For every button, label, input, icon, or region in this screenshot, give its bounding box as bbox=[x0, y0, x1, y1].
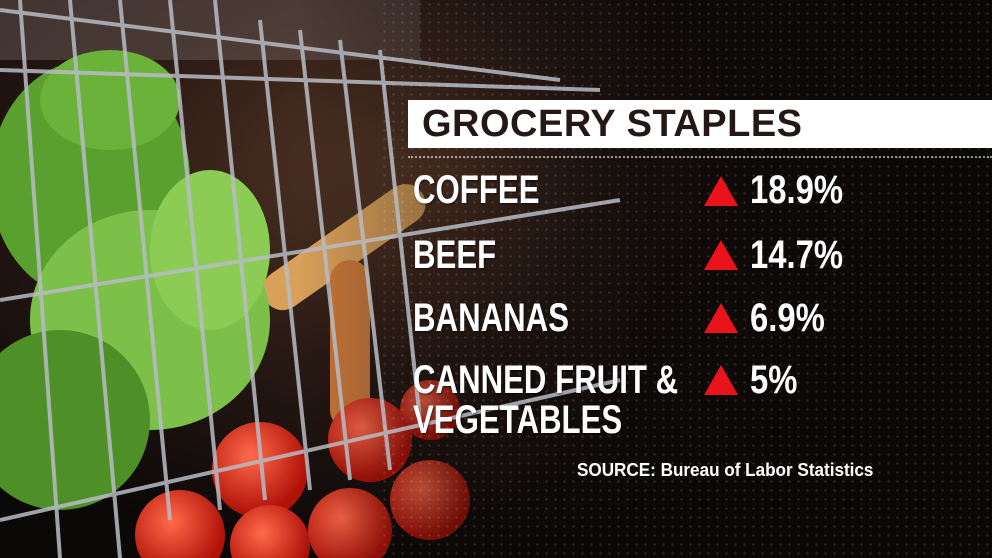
graphic-title: GROCERY STAPLES bbox=[422, 103, 803, 145]
triangle-up-icon bbox=[704, 303, 738, 333]
item-change-canned: 5% bbox=[750, 358, 798, 402]
item-label-beef: BEEF bbox=[413, 233, 497, 277]
item-label-canned-line1: CANNED FRUIT & bbox=[413, 358, 679, 402]
item-change-bananas: 6.9% bbox=[750, 296, 825, 340]
triangle-up-icon bbox=[704, 240, 738, 270]
title-banner: GROCERY STAPLES bbox=[408, 100, 992, 148]
item-change-beef: 14.7% bbox=[750, 233, 844, 277]
item-label-bananas: BANANAS bbox=[413, 296, 569, 340]
triangle-up-icon bbox=[704, 176, 738, 206]
triangle-up-icon bbox=[704, 365, 738, 395]
divider bbox=[408, 156, 992, 158]
item-label-canned-line2: VEGETABLES bbox=[413, 398, 623, 442]
item-label-coffee: COFFEE bbox=[413, 168, 540, 212]
source-credit: SOURCE: Bureau of Labor Statistics bbox=[577, 460, 874, 480]
item-change-coffee: 18.9% bbox=[750, 168, 844, 212]
dot-pattern-overlay bbox=[380, 0, 992, 558]
